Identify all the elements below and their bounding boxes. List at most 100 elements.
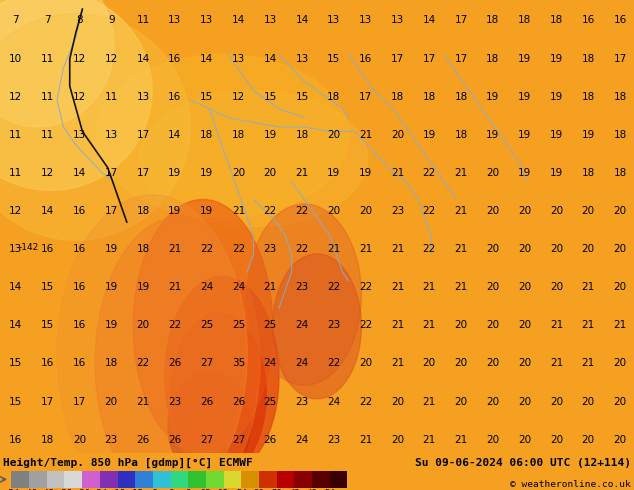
Text: 18: 18 [518, 15, 531, 25]
Text: 21: 21 [391, 244, 404, 254]
Text: 19: 19 [200, 168, 213, 178]
Text: 20: 20 [486, 206, 500, 216]
Text: 23: 23 [105, 435, 118, 444]
Text: 24: 24 [295, 435, 309, 444]
Text: 22: 22 [200, 244, 213, 254]
Text: 22: 22 [232, 244, 245, 254]
Text: 14: 14 [423, 15, 436, 25]
Text: 38: 38 [271, 489, 282, 490]
Text: 7: 7 [44, 15, 51, 25]
Text: 21: 21 [455, 206, 468, 216]
Text: 20: 20 [550, 244, 563, 254]
Text: 8: 8 [76, 15, 83, 25]
Text: 19: 19 [518, 92, 531, 101]
Text: 22: 22 [359, 396, 372, 407]
Text: 21: 21 [391, 282, 404, 292]
Text: 20: 20 [581, 206, 595, 216]
Bar [259, 471, 276, 488]
Text: 18: 18 [41, 435, 55, 444]
Text: 23: 23 [391, 206, 404, 216]
Text: 21: 21 [581, 358, 595, 368]
Text: 17: 17 [73, 396, 86, 407]
Text: 21: 21 [359, 435, 372, 444]
Text: 20: 20 [391, 130, 404, 140]
Text: 21: 21 [550, 358, 563, 368]
Text: 11: 11 [41, 53, 55, 64]
Text: 20: 20 [264, 168, 277, 178]
Text: 21: 21 [423, 396, 436, 407]
Text: 18: 18 [136, 206, 150, 216]
Text: 11: 11 [10, 168, 22, 178]
Text: Height/Temp. 850 hPa [gdmp][°C] ECMWF: Height/Temp. 850 hPa [gdmp][°C] ECMWF [3, 458, 253, 468]
Text: 18: 18 [486, 15, 500, 25]
Text: 19: 19 [423, 130, 436, 140]
Text: 12: 12 [10, 206, 22, 216]
Text: 20: 20 [327, 130, 340, 140]
Text: 22: 22 [327, 282, 340, 292]
Text: 18: 18 [105, 358, 118, 368]
Text: 18: 18 [581, 53, 595, 64]
Text: 24: 24 [295, 358, 309, 368]
Text: 13: 13 [264, 15, 277, 25]
Text: 20: 20 [486, 435, 500, 444]
Text: 16: 16 [581, 15, 595, 25]
Text: 12: 12 [10, 92, 22, 101]
Text: 15: 15 [264, 92, 277, 101]
Text: 18: 18 [218, 489, 229, 490]
Text: 14: 14 [136, 53, 150, 64]
Text: 18: 18 [581, 92, 595, 101]
Text: 20: 20 [614, 358, 626, 368]
Text: 21: 21 [455, 435, 468, 444]
Bar [171, 471, 188, 488]
Text: 20: 20 [455, 320, 468, 330]
Text: 16: 16 [10, 435, 22, 444]
Text: 13: 13 [73, 130, 86, 140]
Ellipse shape [165, 276, 279, 476]
Text: 20: 20 [518, 206, 531, 216]
Text: 14: 14 [232, 15, 245, 25]
Text: 21: 21 [327, 244, 340, 254]
Text: 12: 12 [41, 168, 55, 178]
Text: 22: 22 [359, 320, 372, 330]
Text: 9: 9 [108, 15, 115, 25]
Bar [294, 471, 312, 488]
Text: 17: 17 [105, 206, 118, 216]
Text: 20: 20 [391, 396, 404, 407]
Text: 15: 15 [41, 320, 55, 330]
Text: 20: 20 [581, 435, 595, 444]
Text: 20: 20 [614, 206, 626, 216]
Text: 24: 24 [232, 282, 245, 292]
Bar [47, 471, 65, 488]
Text: 20: 20 [518, 358, 531, 368]
Ellipse shape [95, 218, 260, 490]
Text: 21: 21 [232, 206, 245, 216]
Text: 19: 19 [200, 206, 213, 216]
Text: 19: 19 [105, 282, 118, 292]
Text: -30: -30 [74, 489, 90, 490]
Text: 27: 27 [232, 435, 245, 444]
Text: 18: 18 [550, 15, 563, 25]
Text: 21: 21 [359, 130, 372, 140]
Text: 23: 23 [327, 435, 340, 444]
Text: 22: 22 [359, 282, 372, 292]
Bar [11, 471, 29, 488]
Text: 14: 14 [10, 282, 22, 292]
Text: 20: 20 [105, 396, 118, 407]
Text: 20: 20 [518, 282, 531, 292]
Ellipse shape [0, 14, 190, 240]
Text: 20: 20 [486, 320, 500, 330]
Text: -8: -8 [148, 489, 158, 490]
Text: 19: 19 [550, 168, 563, 178]
Text: 11: 11 [10, 130, 22, 140]
Text: 16: 16 [359, 53, 372, 64]
Text: 19: 19 [105, 320, 118, 330]
Text: 14: 14 [295, 15, 309, 25]
Text: 24: 24 [264, 358, 277, 368]
Text: 13: 13 [295, 53, 309, 64]
Text: 11: 11 [105, 92, 118, 101]
Text: 20: 20 [550, 396, 563, 407]
Text: 22: 22 [423, 244, 436, 254]
Text: -48: -48 [21, 489, 37, 490]
Text: -38: -38 [56, 489, 72, 490]
Text: 24: 24 [236, 489, 247, 490]
